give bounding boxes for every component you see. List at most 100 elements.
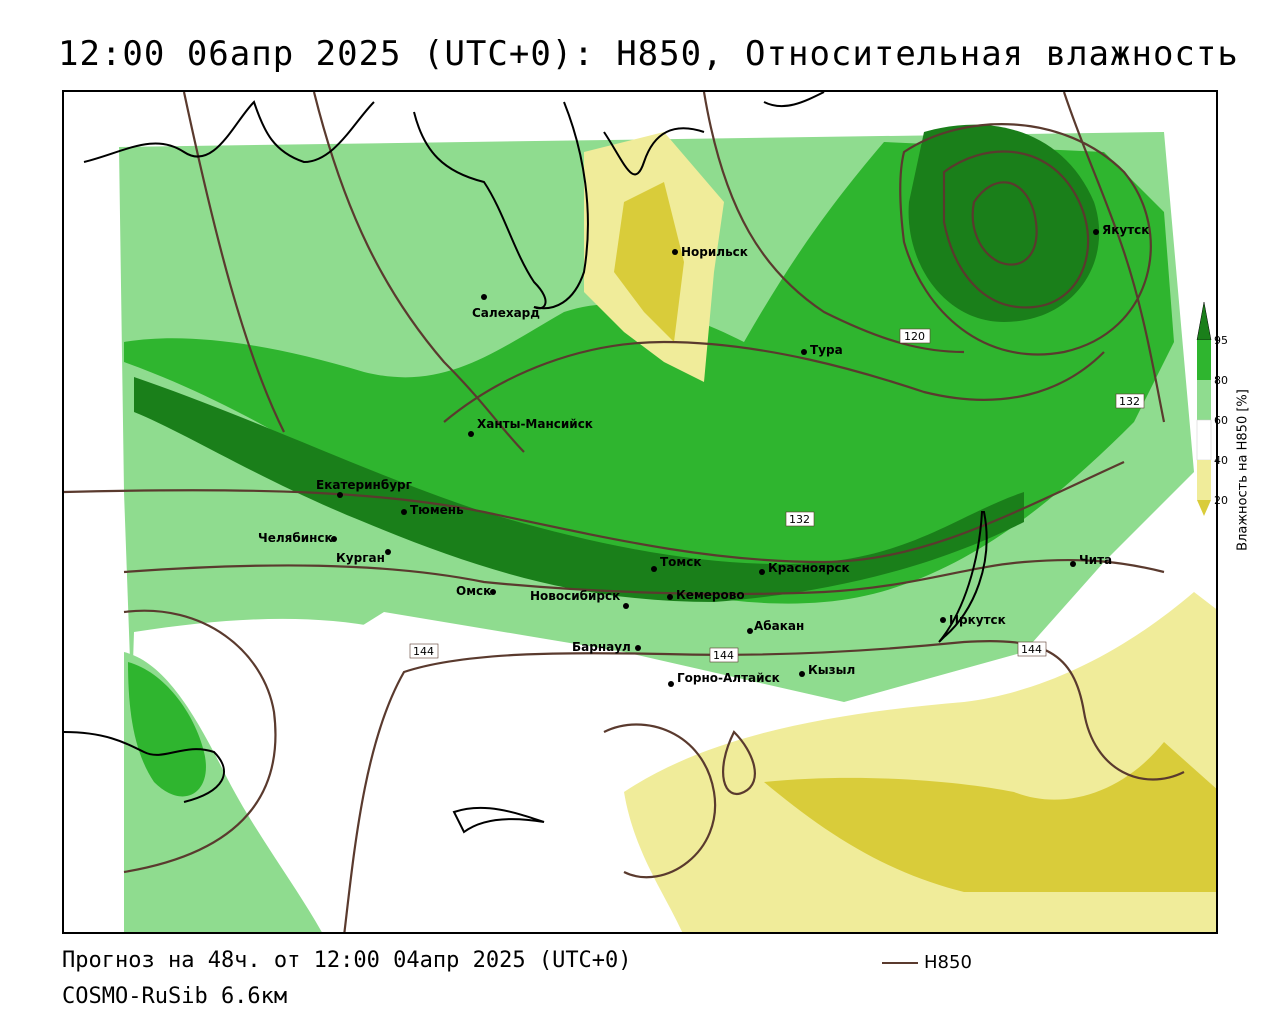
isohypse-labels: 120 132 132 144 144 144 [409,328,1145,663]
city-krasnoyarsk: Красноярск [759,561,850,575]
wet-band [134,377,1024,602]
coastline [533,101,589,310]
svg-text:132: 132 [789,513,810,526]
svg-text:Тура: Тура [810,343,843,357]
chart-title: 12:00 06апр 2025 (UTC+0): H850, Относите… [58,34,1239,74]
isohypse-label: 132 [1115,393,1145,409]
contour-legend: H850 [882,952,972,973]
svg-text:Томск: Томск [660,555,702,569]
city-tyumen: Тюмень [401,503,464,517]
svg-text:Курган: Курган [336,551,385,565]
colorbar-tick: 80 [1214,374,1228,387]
isohypse-line [899,123,1152,356]
coastlines [64,92,988,834]
cyclone-core [908,124,1100,322]
colorbar-title: Влажность на H850 [%] [1235,389,1251,551]
city-abakan: Абакан [747,619,804,634]
map-panel[interactable]: 120 132 132 144 144 144 [62,90,1218,934]
coastline [603,127,705,176]
svg-text:Омск: Омск [456,584,491,598]
city-chelyabinsk: Челябинск [258,531,337,545]
isohypse-line [702,92,965,354]
svg-text:Челябинск: Челябинск [258,531,333,545]
svg-text:Абакан: Абакан [754,619,804,633]
svg-text:Новосибирск: Новосибирск [530,589,620,603]
forecast-info: Прогноз на 48ч. от 12:00 04апр 2025 (UTC… [62,948,632,973]
isohypse-line [312,92,525,453]
contour-legend-label: H850 [924,952,972,973]
colorbar-tick: 60 [1214,414,1228,427]
isohypse-line [343,640,1185,932]
isohypse-line [443,340,1105,423]
contour-swatch [882,961,918,964]
coastline [64,731,225,803]
colorbar-bin-20-40 [1197,460,1211,500]
city-omsk: Омск [456,584,496,598]
colorbar-arrow-bottom [1197,500,1211,516]
colorbar-tick: 40 [1214,454,1228,467]
svg-text:Горно-Алтайск: Горно-Алтайск [677,671,780,685]
isohypse-line [1062,92,1166,423]
svg-text:Якутск: Якутск [1102,223,1149,237]
svg-text:Салехард: Салехард [472,306,540,320]
coastline [83,100,375,164]
city-tura: Тура [801,343,843,357]
isohypse-line [123,609,277,874]
city-markers: Норильск Якутск Салехард Тура Ханты-Манс… [258,223,1149,687]
isohypse-label: 132 [785,511,815,527]
city-tomsk: Томск [651,555,702,572]
city-yakutsk: Якутск [1093,223,1149,237]
svg-text:Чита: Чита [1079,553,1112,567]
city-chita: Чита [1070,553,1112,567]
svg-text:Норильск: Норильск [681,245,748,259]
svg-text:Екатеринбург: Екатеринбург [316,478,412,492]
isohypse-line [123,558,1165,596]
city-gorno-altaysk: Горно-Алтайск [668,671,780,687]
colorbar-tick: 95 [1214,334,1228,347]
svg-text:Тюмень: Тюмень [410,503,464,517]
lake-balkhash [452,806,545,834]
isohypse-label: 144 [409,643,439,659]
isohypse-line [182,92,285,433]
isohypse-contours [64,92,1185,932]
city-norilsk: Норильск [672,245,748,259]
colorbar-bin-80-95 [1197,340,1211,380]
city-khanty-mansiysk: Ханты-Мансийск [468,417,593,437]
svg-text:Кызыл: Кызыл [808,663,855,677]
city-yekaterinburg: Екатеринбург [316,478,412,498]
dry-southeast-core [764,742,1216,892]
svg-text:144: 144 [713,649,734,662]
city-irkutsk: Иркутск [940,613,1006,627]
svg-text:144: 144 [1021,643,1042,656]
isohypse-line [942,150,1090,309]
map-svg: 120 132 132 144 144 144 [64,92,1216,932]
city-kyzyl: Кызыл [799,663,855,677]
isohypse-line [971,181,1038,266]
isohypse-line [64,460,1125,564]
svg-text:Иркутск: Иркутск [949,613,1006,627]
svg-text:Кемерово: Кемерово [676,588,745,602]
isohypse-line [722,730,756,795]
isohypse-label: 144 [709,647,739,663]
isohypse-line [603,723,717,879]
isohypse-label: 144 [1017,641,1047,657]
coastline [763,92,825,108]
colorbar-arrow-top [1196,301,1212,341]
lake-baikal [938,511,988,643]
city-novosibirsk: Новосибирск [530,589,629,609]
svg-text:120: 120 [904,330,925,343]
city-kurgan: Курган [336,549,391,565]
colorbar-tick: 20 [1214,494,1228,507]
humidity-colorbar: 95 80 60 40 20 [1196,301,1228,516]
svg-text:Красноярск: Красноярск [768,561,850,575]
isohypse-label: 120 [899,328,931,344]
colorbar-bin-40-60 [1196,419,1212,461]
dry-north-core [614,182,684,342]
svg-text:Ханты-Мансийск: Ханты-Мансийск [477,417,593,431]
city-kemerovo: Кемерово [667,588,745,602]
svg-text:Барнаул: Барнаул [572,640,631,654]
coastline [413,111,547,310]
svg-text:144: 144 [413,645,434,658]
moist-southwest-core [128,662,206,797]
svg-text:132: 132 [1119,395,1140,408]
